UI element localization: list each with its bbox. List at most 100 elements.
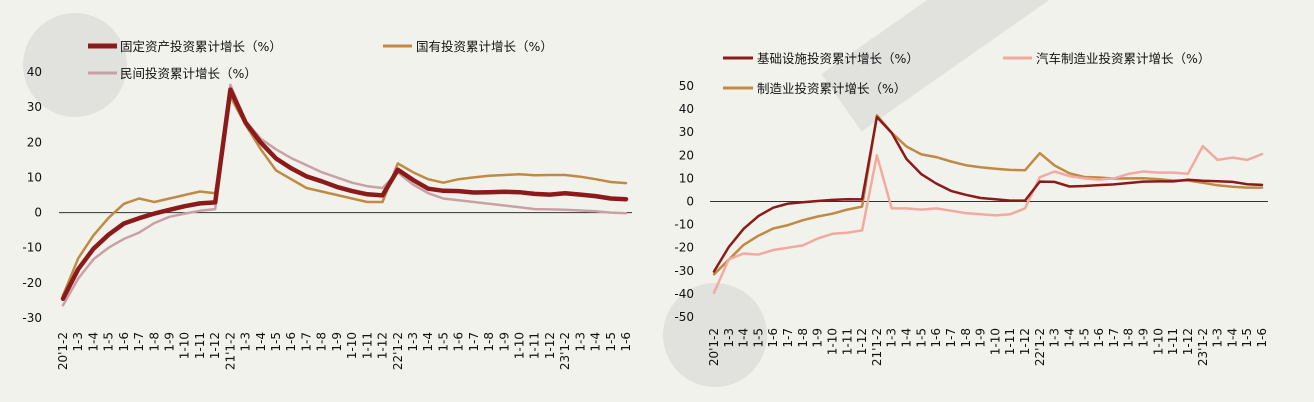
y-tick-label: 40 <box>679 102 694 116</box>
x-tick-label: 1-10 <box>825 328 839 355</box>
x-tick-label: 1-4 <box>86 332 100 352</box>
x-tick-label: 1-4 <box>254 332 268 352</box>
watermark-art <box>23 0 1091 387</box>
right-series-lines <box>712 114 1264 294</box>
x-tick-label: 23'1-2 <box>558 332 572 370</box>
x-tick-label: 1-4 <box>737 328 751 348</box>
legend-label-manufacturing: 制造业投资累计增长（%） <box>757 81 906 96</box>
x-tick-label: 1-11 <box>1166 328 1180 355</box>
left-series-lines <box>60 83 629 307</box>
x-tick-label: 1-8 <box>315 332 329 352</box>
x-tick-label: 1-3 <box>885 328 899 348</box>
x-tick-label: 21'1-2 <box>223 332 237 370</box>
x-tick-label: 1-4 <box>589 332 603 352</box>
x-tick-label: 1-7 <box>944 328 958 348</box>
x-tick-label: 1-8 <box>482 332 496 352</box>
x-tick-label: 1-5 <box>269 332 283 352</box>
x-tick-label: 1-5 <box>1077 328 1091 348</box>
x-tick-label: 1-10 <box>178 332 192 359</box>
x-tick-label: 1-8 <box>796 328 810 348</box>
x-tick-label: 1-12 <box>376 332 390 359</box>
y-tick-label: -20 <box>22 276 42 290</box>
x-tick-label: 1-9 <box>1137 328 1151 348</box>
x-tick-label: 1-11 <box>528 332 542 359</box>
y-tick-label: 20 <box>679 148 694 162</box>
x-tick-label: 1-6 <box>1092 328 1106 348</box>
x-tick-label: 20'1-2 <box>56 332 70 370</box>
x-tick-label: 1-9 <box>163 332 177 352</box>
y-tick-label: -30 <box>22 311 42 325</box>
x-tick-label: 1-6 <box>766 328 780 348</box>
x-tick-label: 1-3 <box>406 332 420 352</box>
y-tick-label: 40 <box>27 65 42 79</box>
y-tick-label: 10 <box>679 171 694 185</box>
x-tick-label: 1-5 <box>436 332 450 352</box>
x-tick-label: 1-8 <box>1122 328 1136 348</box>
legend-label-state-owned: 国有投资累计增长（%） <box>416 39 553 54</box>
x-tick-label: 22'1-2 <box>1033 328 1047 366</box>
series-line <box>60 87 629 301</box>
legend-label-infrastructure: 基础设施投资累计增长（%） <box>757 51 919 66</box>
x-tick-label: 1-4 <box>421 332 435 352</box>
x-tick-label: 1-4 <box>900 328 914 348</box>
x-tick-label: 1-5 <box>604 332 618 352</box>
x-tick-label: 1-3 <box>573 332 587 352</box>
x-tick-label: 1-6 <box>929 328 943 348</box>
x-tick-label: 22'1-2 <box>391 332 405 370</box>
x-tick-label: 1-3 <box>722 328 736 348</box>
x-tick-label: 1-5 <box>102 332 116 352</box>
series-line <box>712 115 1264 273</box>
x-tick-label: 1-8 <box>147 332 161 352</box>
legend-label-auto-manufacturing: 汽车制造业投资累计增长（%） <box>1036 51 1210 66</box>
x-tick-label: 1-3 <box>1048 328 1062 348</box>
y-tick-label: 30 <box>679 125 694 139</box>
y-tick-label: 20 <box>27 135 42 149</box>
y-tick-label: -10 <box>22 241 42 255</box>
x-tick-label: 1-11 <box>193 332 207 359</box>
legend-label-private: 民间投资累计增长（%） <box>120 66 257 81</box>
y-tick-label: -30 <box>674 264 694 278</box>
x-tick-label: 1-12 <box>1018 328 1032 355</box>
x-tick-label: 1-11 <box>360 332 374 359</box>
x-tick-label: 1-10 <box>512 332 526 359</box>
x-tick-label: 1-11 <box>1003 328 1017 355</box>
x-tick-label: 1-10 <box>1151 328 1165 355</box>
series-line <box>61 83 628 307</box>
x-tick-label: 1-7 <box>1107 328 1121 348</box>
x-tick-label: 1-3 <box>71 332 85 352</box>
y-tick-label: 0 <box>34 206 42 220</box>
legend-label-fixed-asset: 固定资产投资累计增长（%） <box>120 39 282 54</box>
x-tick-label: 1-12 <box>855 328 869 355</box>
left-line-chart: 固定资产投资累计增长（%） 国有投资累计增长（%） 民间投资累计增长（%） -3… <box>22 39 633 370</box>
series-line <box>712 114 1264 276</box>
x-tick-label: 1-9 <box>497 332 511 352</box>
x-tick-label: 1-12 <box>543 332 557 359</box>
x-tick-label: 1-3 <box>239 332 253 352</box>
x-tick-label: 23'1-2 <box>1196 328 1210 366</box>
x-tick-label: 1-5 <box>914 328 928 348</box>
x-tick-label: 1-6 <box>117 332 131 352</box>
x-tick-label: 1-9 <box>811 328 825 348</box>
x-tick-label: 1-9 <box>330 332 344 352</box>
x-tick-label: 1-12 <box>1181 328 1195 355</box>
x-tick-label: 1-4 <box>1062 328 1076 348</box>
x-tick-label: 1-6 <box>1255 328 1269 348</box>
x-tick-label: 1-10 <box>345 332 359 359</box>
right-line-chart: 基础设施投资累计增长（%） 汽车制造业投资累计增长（%） 制造业投资累计增长（%… <box>674 51 1269 366</box>
x-tick-label: 1-7 <box>299 332 313 352</box>
x-tick-label: 1-7 <box>467 332 481 352</box>
x-tick-label: 1-4 <box>1225 328 1239 348</box>
left-legend: 固定资产投资累计增长（%） 国有投资累计增长（%） 民间投资累计增长（%） <box>88 39 553 81</box>
y-tick-label: 0 <box>686 195 694 209</box>
x-tick-label: 1-9 <box>974 328 988 348</box>
x-tick-label: 1-5 <box>751 328 765 348</box>
series-line <box>61 95 628 297</box>
x-tick-label: 20'1-2 <box>707 328 721 366</box>
right-legend: 基础设施投资累计增长（%） 汽车制造业投资累计增长（%） 制造业投资累计增长（%… <box>723 51 1210 96</box>
y-tick-label: 30 <box>27 100 42 114</box>
y-tick-label: -20 <box>674 241 694 255</box>
series-line <box>712 144 1264 294</box>
